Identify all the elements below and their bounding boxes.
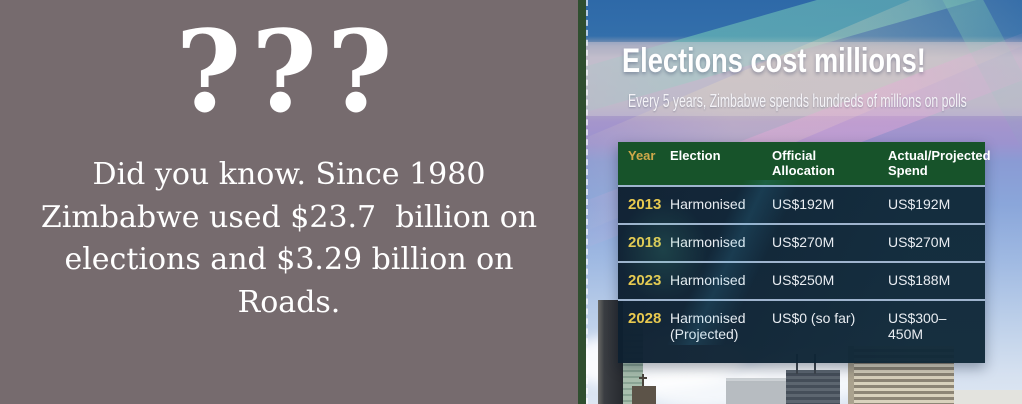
low-white-building: [954, 390, 1022, 404]
election-cell: Harmonised: [670, 195, 746, 212]
table-header-row: Year Election Official Allocation Actual…: [618, 142, 991, 185]
dashed-edge-line: [586, 0, 588, 404]
header-cell-election: Election: [670, 148, 721, 163]
table-row: 2028 Harmonised (Projected) US$0 (so far…: [618, 298, 985, 364]
elections-cost-panel: Elections cost millions! Every 5 years, …: [586, 0, 1022, 404]
antenna-mast: [796, 354, 798, 374]
election-cell: Harmonised: [670, 271, 746, 288]
allocation-cell: US$0 (so far): [772, 309, 856, 326]
table-row: 2023 Harmonised US$250M US$188M: [618, 260, 985, 299]
spend-cell: US$270M: [888, 233, 951, 250]
header-cell-actual-projected-spend: Actual/Projected Spend: [888, 148, 991, 179]
did-you-know-panel: ??? Did you know. Since 1980 Zimbabwe us…: [0, 0, 578, 404]
spend-cell: US$300–450M: [888, 309, 947, 343]
church-building: [632, 386, 656, 404]
mid-rise-building: [786, 370, 840, 404]
spend-cell: US$188M: [888, 271, 951, 288]
table-row: 2018 Harmonised US$270M US$270M: [618, 222, 985, 261]
header-cell-year: Year: [628, 148, 656, 163]
year-cell: 2028: [628, 309, 662, 327]
table-row: 2013 Harmonised US$192M US$192M: [618, 184, 985, 223]
spend-cell: US$192M: [888, 195, 951, 212]
page-subtitle: Every 5 years, Zimbabwe spends hundreds …: [628, 91, 967, 111]
panel-divider: [578, 0, 586, 404]
fact-text: Did you know. Since 1980 Zimbabwe used $…: [40, 157, 547, 321]
election-spend-table: Year Election Official Allocation Actual…: [618, 142, 991, 364]
year-cell: 2013: [628, 195, 662, 213]
year-cell: 2018: [628, 233, 662, 251]
antenna-mast: [814, 354, 816, 374]
header-cell-official-allocation: Official Allocation: [772, 148, 835, 179]
heading-block: Elections cost millions! Every 5 years, …: [622, 42, 1022, 112]
question-marks: ???: [175, 7, 403, 138]
election-cell: Harmonised (Projected): [670, 309, 746, 343]
year-cell: 2023: [628, 271, 662, 289]
election-cell: Harmonised: [670, 233, 746, 250]
allocation-cell: US$250M: [772, 271, 835, 288]
church-cross-icon: [639, 374, 647, 386]
allocation-cell: US$192M: [772, 195, 835, 212]
allocation-cell: US$270M: [772, 233, 835, 250]
page-title: Elections cost millions!: [622, 42, 926, 80]
